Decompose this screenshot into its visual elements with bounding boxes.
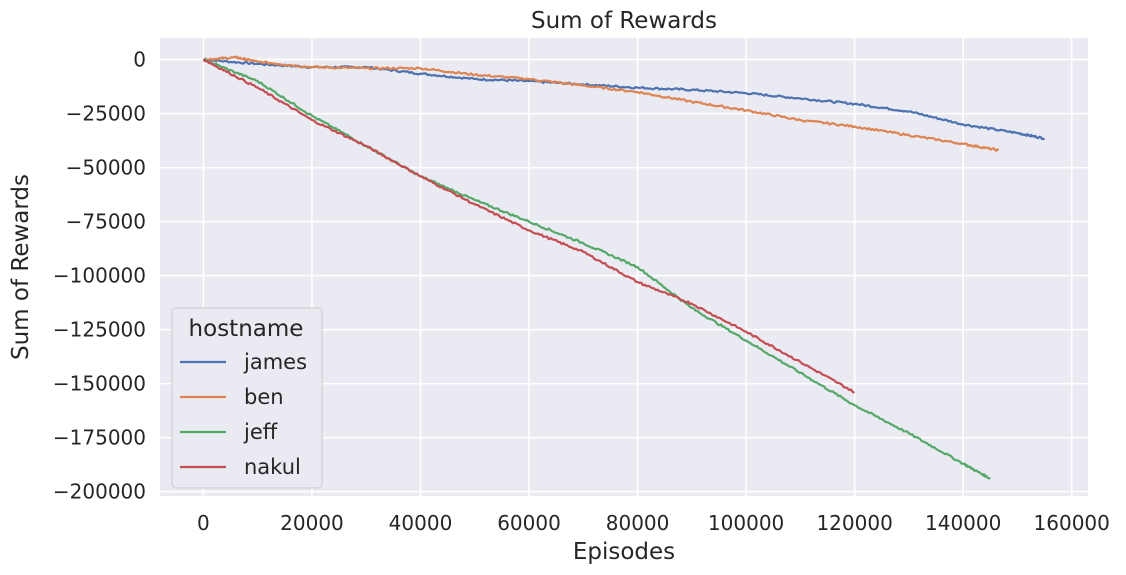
x-tick-label: 160000 xyxy=(1034,511,1110,535)
legend-label-james: james xyxy=(243,350,307,374)
legend-box xyxy=(171,307,323,489)
legend-label-ben: ben xyxy=(244,385,284,409)
series-line-ben xyxy=(203,55,1000,152)
y-tick-label: −125000 xyxy=(53,318,146,342)
legend: hostname james ben jeff nakul xyxy=(171,307,323,489)
series-line-james xyxy=(203,58,1046,141)
x-tick-label: 120000 xyxy=(816,511,892,535)
y-tick-label: −150000 xyxy=(53,372,146,396)
series-line-nakul xyxy=(202,58,855,394)
x-tick-label: 140000 xyxy=(925,511,1001,535)
y-tick-label: −200000 xyxy=(53,480,146,504)
legend-title: hostname xyxy=(189,316,304,342)
x-tick-label: 80000 xyxy=(606,511,670,535)
legend-items: james ben jeff nakul xyxy=(180,350,307,479)
series-lines xyxy=(202,55,1046,480)
x-tick-label: 40000 xyxy=(389,511,453,535)
y-tick-label: −50000 xyxy=(66,156,146,180)
legend-label-jeff: jeff xyxy=(243,420,278,444)
x-tick-label: 0 xyxy=(197,511,210,535)
y-tick-label: −175000 xyxy=(53,426,146,450)
y-tick-label: −75000 xyxy=(66,210,146,234)
x-tick-label: 20000 xyxy=(280,511,344,535)
y-tick-label: −25000 xyxy=(66,102,146,126)
x-tick-label: 60000 xyxy=(497,511,561,535)
legend-label-nakul: nakul xyxy=(244,455,301,479)
series-line-jeff xyxy=(203,58,991,480)
y-tick-labels: 0 −25000 −50000 −75000 −100000 −125000 −150000… xyxy=(53,48,146,504)
y-axis-label: Sum of Rewards xyxy=(8,174,34,360)
y-tick-label: 0 xyxy=(133,48,146,72)
x-tick-labels: 0 20000 40000 60000 80000 100000 120000 140000 1… xyxy=(197,511,1110,535)
x-axis-label: Episodes xyxy=(573,539,675,565)
x-tick-label: 100000 xyxy=(708,511,784,535)
chart-title: Sum of Rewards xyxy=(531,8,717,34)
y-tick-label: −100000 xyxy=(53,264,146,288)
